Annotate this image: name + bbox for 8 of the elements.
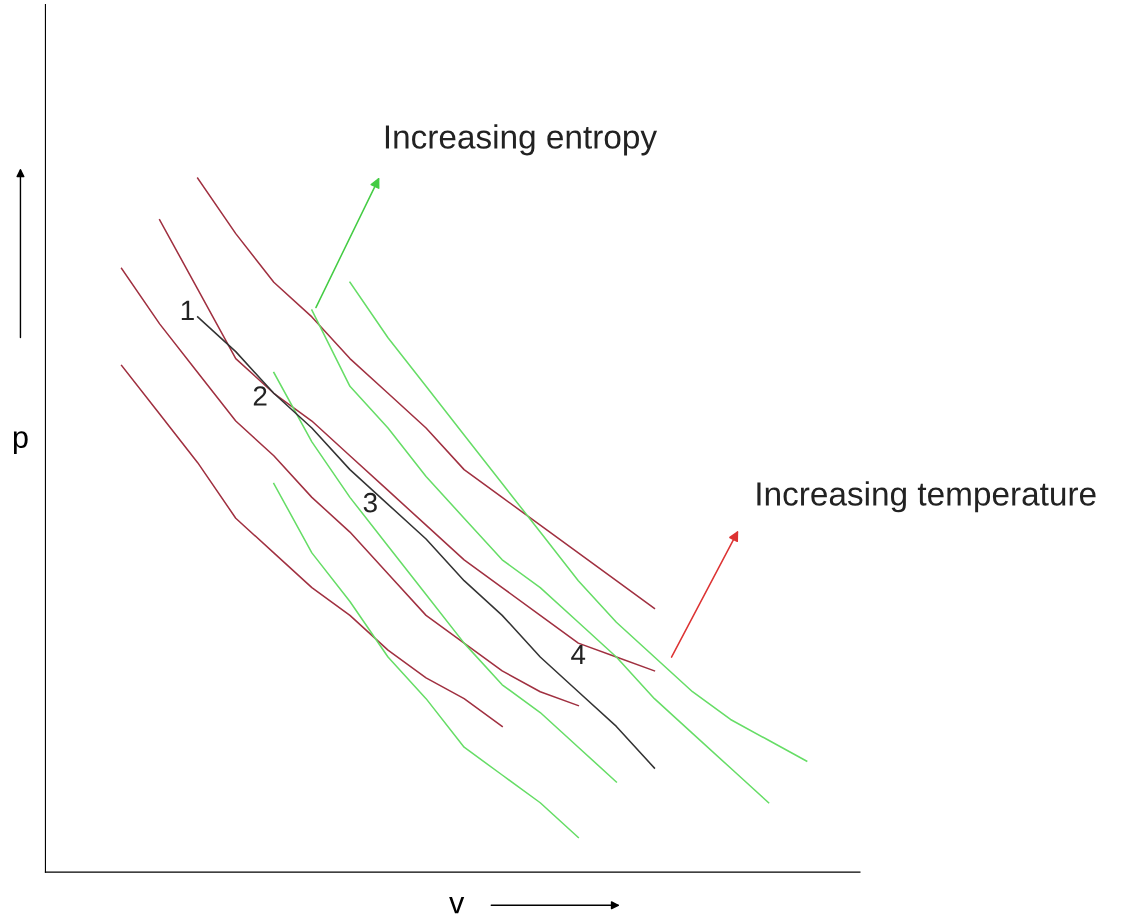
annotation: 2	[253, 386, 267, 406]
text: Increasing entropy	[385, 124, 657, 156]
annotation: 1	[181, 300, 194, 320]
y-axis-title: p	[13, 431, 28, 454]
x-axis-title: v	[449, 897, 465, 914]
annotation: 4	[571, 644, 586, 665]
annotation: 3	[363, 492, 377, 513]
annotation: Increasing temperature	[757, 481, 1096, 513]
